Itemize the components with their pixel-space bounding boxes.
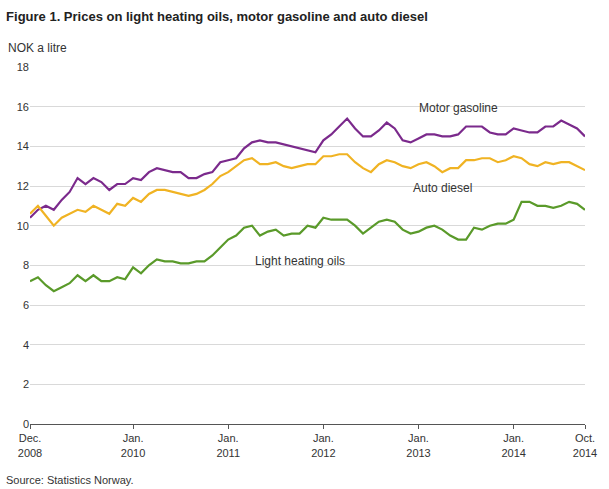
svg-text:14: 14 bbox=[17, 140, 29, 152]
svg-text:0: 0 bbox=[23, 418, 29, 430]
svg-text:Motor gasoline: Motor gasoline bbox=[419, 101, 498, 115]
svg-text:8: 8 bbox=[23, 259, 29, 271]
svg-text:2: 2 bbox=[23, 378, 29, 390]
svg-text:Figure 1. Prices on light heat: Figure 1. Prices on light heating oils, … bbox=[6, 9, 428, 24]
svg-text:NOK a litre: NOK a litre bbox=[8, 41, 67, 55]
svg-text:10: 10 bbox=[17, 220, 29, 232]
svg-text:Auto diesel: Auto diesel bbox=[413, 181, 472, 195]
svg-text:6: 6 bbox=[23, 299, 29, 311]
svg-text:Jan.2012: Jan.2012 bbox=[311, 432, 335, 458]
svg-text:Jan.2011: Jan.2011 bbox=[216, 432, 240, 458]
svg-text:Oct.2014: Oct.2014 bbox=[573, 432, 597, 458]
svg-text:Source: Statistics Norway.: Source: Statistics Norway. bbox=[6, 474, 134, 486]
svg-text:Dec.2008: Dec.2008 bbox=[18, 432, 42, 458]
svg-text:Jan.2013: Jan.2013 bbox=[406, 432, 430, 458]
svg-text:4: 4 bbox=[23, 339, 29, 351]
svg-text:Jan.2010: Jan.2010 bbox=[121, 432, 145, 458]
svg-text:Light heating oils: Light heating oils bbox=[255, 254, 345, 268]
svg-text:16: 16 bbox=[17, 101, 29, 113]
svg-text:Jan.2014: Jan.2014 bbox=[501, 432, 525, 458]
svg-text:18: 18 bbox=[17, 61, 29, 73]
svg-text:12: 12 bbox=[17, 180, 29, 192]
